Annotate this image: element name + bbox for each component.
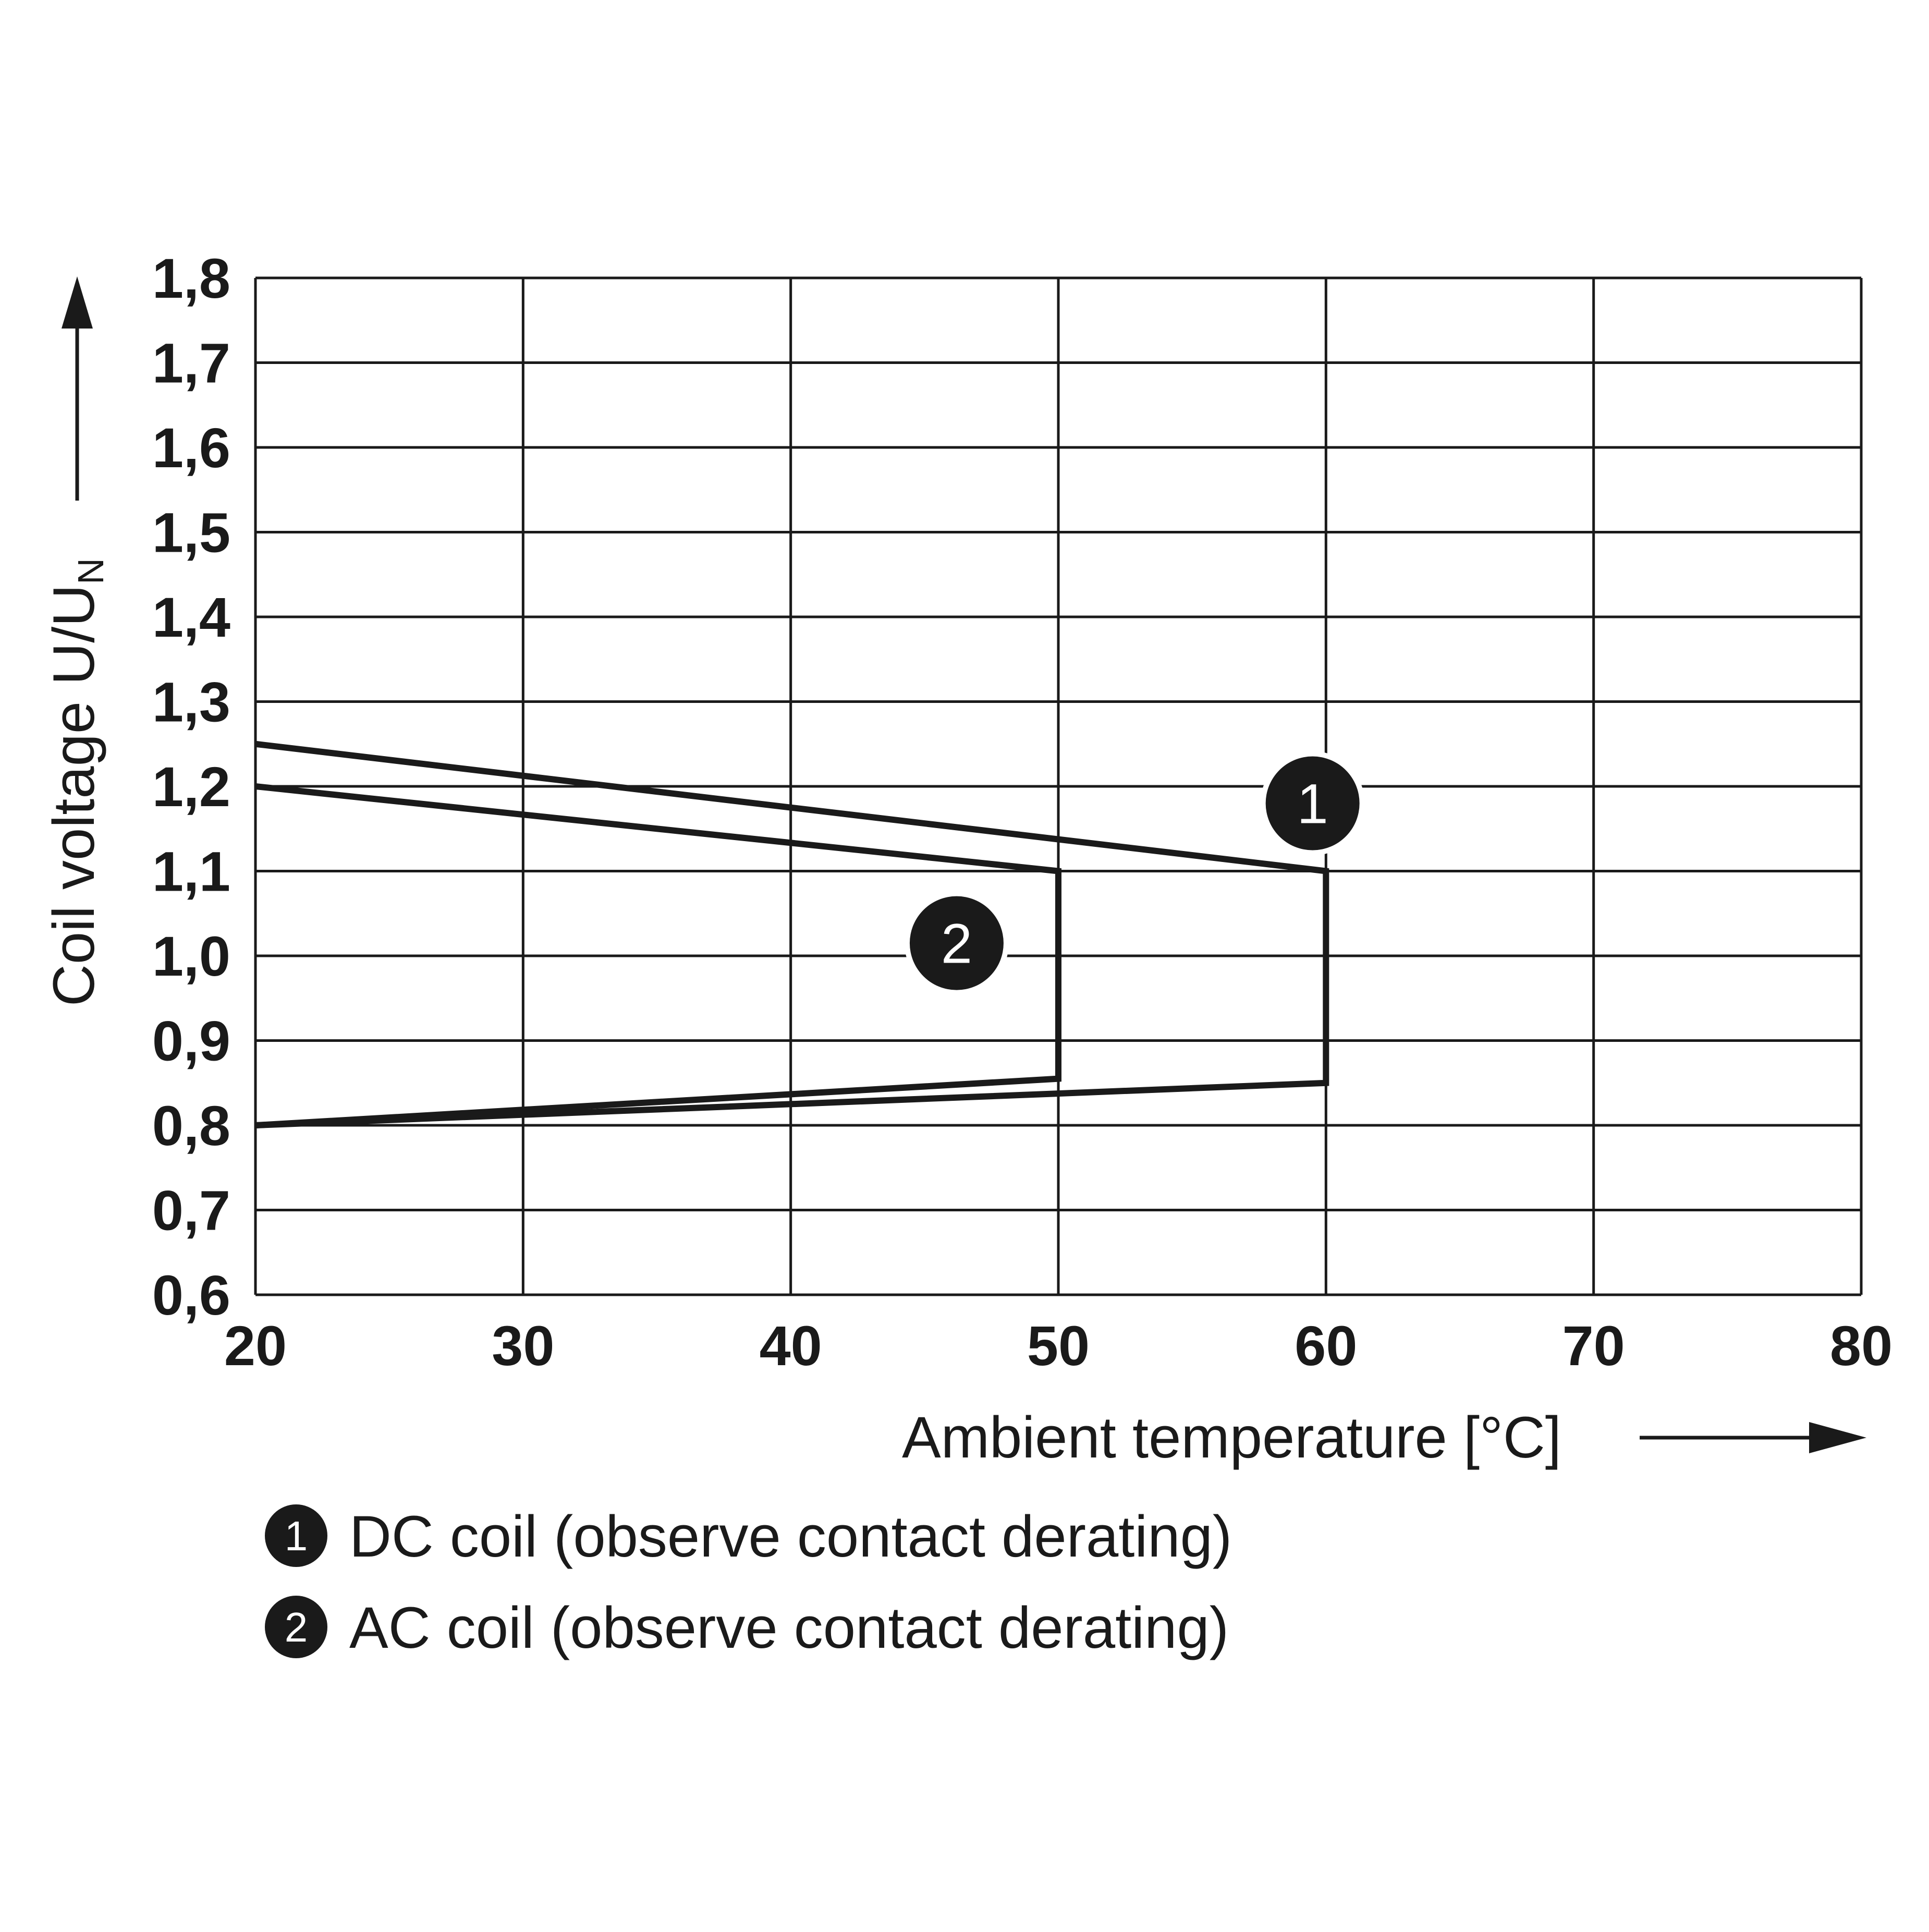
y-tick-label-2: 0,8 xyxy=(152,1094,230,1157)
tick-layer: 20 30 40 50 60 70 80 0,6 0,7 0,8 0,9 1,0 1,1 1,2 1,3 1,… xyxy=(152,247,1893,1377)
legend-marker-1 xyxy=(265,1504,327,1567)
y-tick-label-11: 1,7 xyxy=(152,332,230,395)
series-marker-number-2: 2 xyxy=(941,912,972,975)
x-axis-arrow xyxy=(1640,1422,1866,1453)
grid-layer xyxy=(254,276,1863,1296)
y-axis-label: Coil voltage U/UN xyxy=(41,558,111,1006)
y-tick-label-7: 1,3 xyxy=(152,671,230,734)
marker-layer: 12 xyxy=(904,751,1365,995)
y-tick-label-0: 0,6 xyxy=(152,1263,230,1327)
y-tick-label-12: 1,8 xyxy=(152,247,230,310)
y-tick-label-1: 0,7 xyxy=(152,1179,230,1242)
x-tick-label-2: 40 xyxy=(760,1314,822,1377)
legend-marker-2 xyxy=(265,1596,327,1658)
legend-item-dc: 1 DC coil (observe contact derating) xyxy=(265,1504,1232,1569)
x-tick-label-5: 70 xyxy=(1562,1314,1625,1377)
y-tick-label-9: 1,5 xyxy=(152,501,230,564)
x-tick-label-0: 20 xyxy=(224,1314,287,1377)
series-layer xyxy=(255,740,1329,1128)
x-axis-label: Ambient temperature [°C] xyxy=(902,1405,1561,1470)
y-tick-label-6: 1,2 xyxy=(152,755,230,818)
y-tick-label-3: 0,9 xyxy=(152,1010,230,1073)
series-marker-number-1: 1 xyxy=(1297,772,1328,835)
series-marker-1 xyxy=(1265,756,1360,850)
y-tick-label-5: 1,1 xyxy=(152,840,230,903)
legend: 1 DC coil (observe contact derating) 2 A… xyxy=(265,1504,1232,1660)
y-axis-label-subscript: N xyxy=(70,558,111,585)
y-tick-label-4: 1,0 xyxy=(152,925,230,988)
legend-label-ac: AC coil (observe contact derating) xyxy=(349,1595,1229,1660)
x-tick-label-3: 50 xyxy=(1027,1314,1090,1377)
x-tick-label-6: 80 xyxy=(1830,1314,1893,1377)
x-tick-label-4: 60 xyxy=(1295,1314,1357,1377)
series-marker-2 xyxy=(909,896,1004,990)
series-line-dc-coil xyxy=(255,740,1329,1128)
legend-label-dc: DC coil (observe contact derating) xyxy=(349,1504,1232,1569)
legend-marker-1-number: 1 xyxy=(285,1513,308,1559)
legend-item-ac: 2 AC coil (observe contact derating) xyxy=(265,1595,1229,1660)
y-tick-label-8: 1,4 xyxy=(152,586,230,649)
y-axis-label-main: Coil voltage U/U xyxy=(41,585,106,1006)
y-tick-label-10: 1,6 xyxy=(152,416,230,479)
series-line-ac-coil xyxy=(255,783,1061,1128)
y-axis-arrow xyxy=(62,276,93,501)
legend-marker-2-number: 2 xyxy=(285,1604,308,1650)
x-tick-label-1: 30 xyxy=(492,1314,554,1377)
